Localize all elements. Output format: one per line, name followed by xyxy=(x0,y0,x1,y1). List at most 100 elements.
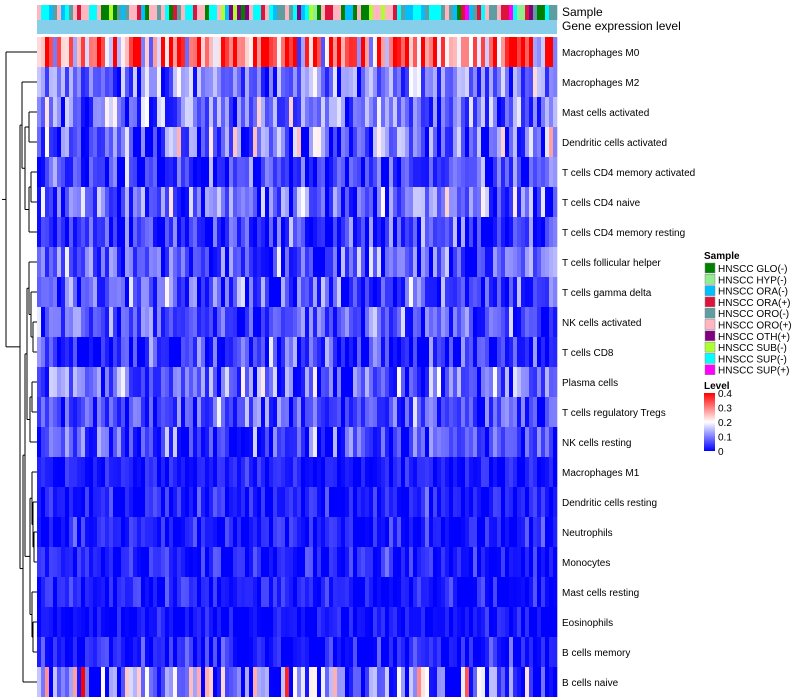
heatmap-cell xyxy=(533,277,538,307)
heatmap-cell xyxy=(517,307,522,337)
heatmap-cell xyxy=(445,367,450,397)
heatmap-cell xyxy=(133,517,138,547)
heatmap-cell xyxy=(449,457,454,487)
heatmap-cell xyxy=(529,157,534,187)
heatmap-cell xyxy=(437,97,442,127)
heatmap-cell xyxy=(93,667,98,697)
heatmap-cell xyxy=(413,157,418,187)
heatmap-cell xyxy=(261,577,266,607)
heatmap-cell xyxy=(241,397,246,427)
heatmap-cell xyxy=(549,187,554,217)
heatmap-cell xyxy=(393,97,398,127)
heatmap-cell xyxy=(305,97,310,127)
heatmap-cell xyxy=(133,127,138,157)
heatmap-cell xyxy=(509,247,514,277)
heatmap-cell xyxy=(517,457,522,487)
heatmap-cell xyxy=(201,517,206,547)
heatmap-cell xyxy=(417,637,422,667)
heatmap-cell xyxy=(41,247,46,277)
heatmap-cell xyxy=(329,637,334,667)
heatmap-cell xyxy=(549,607,554,637)
heatmap-cell xyxy=(341,127,346,157)
heatmap-cell xyxy=(465,247,470,277)
heatmap-cell xyxy=(397,157,402,187)
heatmap-cell xyxy=(77,277,82,307)
sample-track-cell xyxy=(333,5,338,20)
heatmap-cell xyxy=(441,217,446,247)
heatmap-cell xyxy=(353,187,358,217)
heatmap-cell xyxy=(509,667,514,697)
heatmap-cell xyxy=(397,577,402,607)
heatmap-cell xyxy=(213,307,218,337)
heatmap-cell xyxy=(325,157,330,187)
heatmap-cell xyxy=(217,607,222,637)
heatmap-cell xyxy=(157,247,162,277)
heatmap-cell xyxy=(209,127,214,157)
heatmap-cell xyxy=(437,187,442,217)
heatmap-cell xyxy=(85,607,90,637)
heatmap-cell xyxy=(301,97,306,127)
heatmap-cell xyxy=(313,67,318,97)
heatmap-cell xyxy=(429,607,434,637)
heatmap-cell xyxy=(161,547,166,577)
heatmap-cell xyxy=(533,607,538,637)
heatmap-cell xyxy=(257,187,262,217)
sample-track-cell xyxy=(225,5,230,20)
heatmap-cell xyxy=(345,337,350,367)
heatmap-cell xyxy=(145,37,150,67)
heatmap-cell xyxy=(101,37,106,67)
heatmap-cell xyxy=(65,127,70,157)
heatmap-cell xyxy=(49,427,54,457)
heatmap-cell xyxy=(413,607,418,637)
heatmap-cell xyxy=(421,637,426,667)
heatmap-cell xyxy=(337,367,342,397)
heatmap-cell xyxy=(105,487,110,517)
heatmap-cell xyxy=(205,577,210,607)
heatmap-cell xyxy=(137,307,142,337)
heatmap-cell xyxy=(125,277,130,307)
heatmap-cell xyxy=(221,427,226,457)
heatmap-cell xyxy=(137,487,142,517)
heatmap-cell xyxy=(265,247,270,277)
heatmap-cell xyxy=(161,277,166,307)
heatmap-cell xyxy=(373,577,378,607)
heatmap-cell xyxy=(69,157,74,187)
sample-track-cell xyxy=(537,5,542,20)
heatmap-cell xyxy=(213,127,218,157)
heatmap-cell xyxy=(433,667,438,697)
heatmap-cell xyxy=(517,427,522,457)
heatmap-cell xyxy=(553,427,558,457)
heatmap-cell xyxy=(65,37,70,67)
heatmap-cell xyxy=(57,37,62,67)
heatmap-cell xyxy=(165,637,170,667)
heatmap-cell xyxy=(105,457,110,487)
heatmap-cell xyxy=(533,37,538,67)
heatmap-cell xyxy=(81,637,86,667)
heatmap-cell xyxy=(441,67,446,97)
heatmap-cell xyxy=(521,37,526,67)
heatmap-cell xyxy=(277,97,282,127)
heatmap-cell xyxy=(177,217,182,247)
heatmap-cell xyxy=(77,37,82,67)
heatmap-cell xyxy=(413,37,418,67)
heatmap-cell xyxy=(413,67,418,97)
heatmap-cell xyxy=(481,277,486,307)
heatmap-cell xyxy=(417,337,422,367)
heatmap-cell xyxy=(333,217,338,247)
heatmap-cell xyxy=(297,517,302,547)
heatmap-cell xyxy=(377,577,382,607)
heatmap-cell xyxy=(397,637,402,667)
sample-track-cell xyxy=(373,5,378,20)
heatmap-cell xyxy=(73,637,78,667)
heatmap-cell xyxy=(365,397,370,427)
heatmap-cell xyxy=(273,397,278,427)
sample-legend-swatch xyxy=(704,296,716,308)
sample-track-cell xyxy=(185,5,190,20)
sample-track-cell xyxy=(165,5,170,20)
heatmap-cell xyxy=(293,157,298,187)
heatmap-cell xyxy=(421,607,426,637)
sample-track-cell xyxy=(509,5,514,20)
heatmap-cell xyxy=(97,97,102,127)
heatmap-cell xyxy=(189,97,194,127)
sample-track-cell xyxy=(401,5,406,20)
